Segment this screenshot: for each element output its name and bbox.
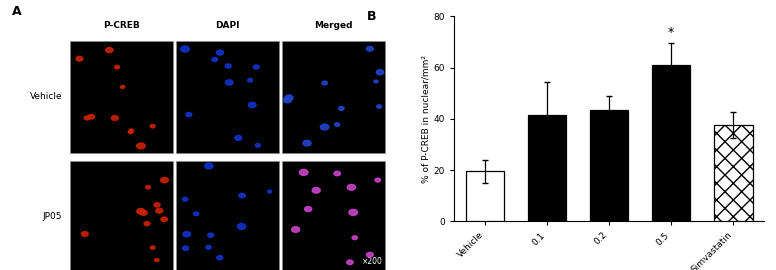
Circle shape bbox=[283, 97, 292, 103]
Circle shape bbox=[285, 95, 293, 100]
Circle shape bbox=[140, 210, 147, 215]
Text: ×200: ×200 bbox=[362, 257, 383, 266]
Circle shape bbox=[268, 190, 272, 193]
Circle shape bbox=[239, 193, 245, 198]
Text: B: B bbox=[367, 10, 376, 23]
Circle shape bbox=[254, 65, 259, 69]
Circle shape bbox=[225, 80, 233, 85]
Circle shape bbox=[235, 136, 242, 140]
Text: P-CREB: P-CREB bbox=[103, 21, 140, 30]
Circle shape bbox=[88, 114, 95, 119]
Circle shape bbox=[137, 143, 145, 149]
Circle shape bbox=[151, 124, 155, 128]
Text: A: A bbox=[12, 5, 21, 18]
Circle shape bbox=[115, 65, 120, 69]
Circle shape bbox=[322, 81, 327, 85]
Circle shape bbox=[347, 260, 353, 265]
Circle shape bbox=[186, 113, 192, 117]
Circle shape bbox=[217, 256, 223, 260]
Circle shape bbox=[237, 224, 245, 229]
Circle shape bbox=[349, 210, 358, 215]
Circle shape bbox=[161, 217, 168, 222]
Circle shape bbox=[334, 123, 340, 126]
Circle shape bbox=[225, 64, 231, 68]
Y-axis label: % of P-CREB in nuclear/mm²: % of P-CREB in nuclear/mm² bbox=[421, 55, 431, 183]
Circle shape bbox=[248, 102, 256, 108]
Circle shape bbox=[206, 245, 211, 249]
Circle shape bbox=[320, 124, 329, 130]
FancyBboxPatch shape bbox=[175, 161, 279, 270]
Circle shape bbox=[130, 129, 133, 132]
Circle shape bbox=[151, 246, 155, 249]
Circle shape bbox=[154, 203, 160, 207]
Circle shape bbox=[128, 130, 133, 134]
Circle shape bbox=[137, 208, 145, 214]
Circle shape bbox=[183, 232, 191, 237]
Circle shape bbox=[112, 116, 118, 120]
FancyBboxPatch shape bbox=[70, 40, 172, 153]
Circle shape bbox=[303, 140, 311, 146]
Circle shape bbox=[81, 232, 88, 236]
Circle shape bbox=[106, 48, 113, 53]
Text: Vehicle: Vehicle bbox=[29, 92, 62, 101]
Circle shape bbox=[76, 56, 83, 61]
Circle shape bbox=[182, 197, 188, 201]
Circle shape bbox=[181, 46, 189, 52]
Circle shape bbox=[376, 70, 383, 75]
Circle shape bbox=[205, 163, 213, 169]
Circle shape bbox=[366, 252, 373, 257]
FancyBboxPatch shape bbox=[70, 161, 172, 270]
Bar bbox=[652, 65, 691, 221]
Circle shape bbox=[375, 178, 380, 182]
Circle shape bbox=[182, 246, 189, 250]
Circle shape bbox=[120, 86, 125, 89]
Circle shape bbox=[85, 116, 90, 120]
Text: JP05: JP05 bbox=[43, 212, 62, 221]
Circle shape bbox=[208, 233, 213, 237]
Circle shape bbox=[334, 171, 341, 176]
Circle shape bbox=[255, 144, 260, 147]
Circle shape bbox=[348, 184, 355, 190]
FancyBboxPatch shape bbox=[282, 161, 385, 270]
FancyBboxPatch shape bbox=[282, 40, 385, 153]
FancyBboxPatch shape bbox=[175, 40, 279, 153]
Circle shape bbox=[156, 208, 163, 213]
Circle shape bbox=[217, 50, 223, 55]
Bar bbox=[466, 171, 504, 221]
Circle shape bbox=[300, 169, 308, 176]
Text: DAPI: DAPI bbox=[215, 21, 240, 30]
Circle shape bbox=[312, 187, 320, 193]
Circle shape bbox=[338, 107, 344, 110]
Circle shape bbox=[248, 79, 253, 82]
Circle shape bbox=[366, 46, 373, 51]
Circle shape bbox=[161, 177, 168, 183]
Circle shape bbox=[292, 227, 300, 232]
Circle shape bbox=[144, 222, 150, 226]
Circle shape bbox=[376, 105, 382, 108]
Circle shape bbox=[154, 259, 159, 262]
Text: *: * bbox=[668, 26, 674, 39]
Circle shape bbox=[146, 185, 151, 189]
Text: Merged: Merged bbox=[314, 21, 352, 30]
Circle shape bbox=[304, 207, 312, 212]
Bar bbox=[714, 125, 753, 221]
Bar bbox=[528, 115, 566, 221]
Circle shape bbox=[352, 236, 358, 239]
Circle shape bbox=[193, 212, 199, 216]
Circle shape bbox=[212, 58, 217, 62]
Bar bbox=[590, 110, 629, 221]
Circle shape bbox=[374, 80, 378, 83]
